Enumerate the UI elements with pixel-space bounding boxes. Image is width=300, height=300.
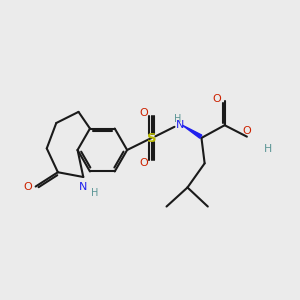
Text: N: N — [176, 120, 184, 130]
Text: O: O — [140, 158, 148, 168]
Text: N: N — [79, 182, 88, 192]
Text: O: O — [23, 182, 32, 191]
Text: O: O — [140, 108, 148, 118]
Text: H: H — [91, 188, 98, 198]
Polygon shape — [182, 125, 202, 138]
Text: H: H — [264, 144, 272, 154]
Text: O: O — [213, 94, 221, 103]
Text: S: S — [147, 132, 156, 145]
Text: H: H — [174, 114, 182, 124]
Text: O: O — [242, 126, 251, 136]
